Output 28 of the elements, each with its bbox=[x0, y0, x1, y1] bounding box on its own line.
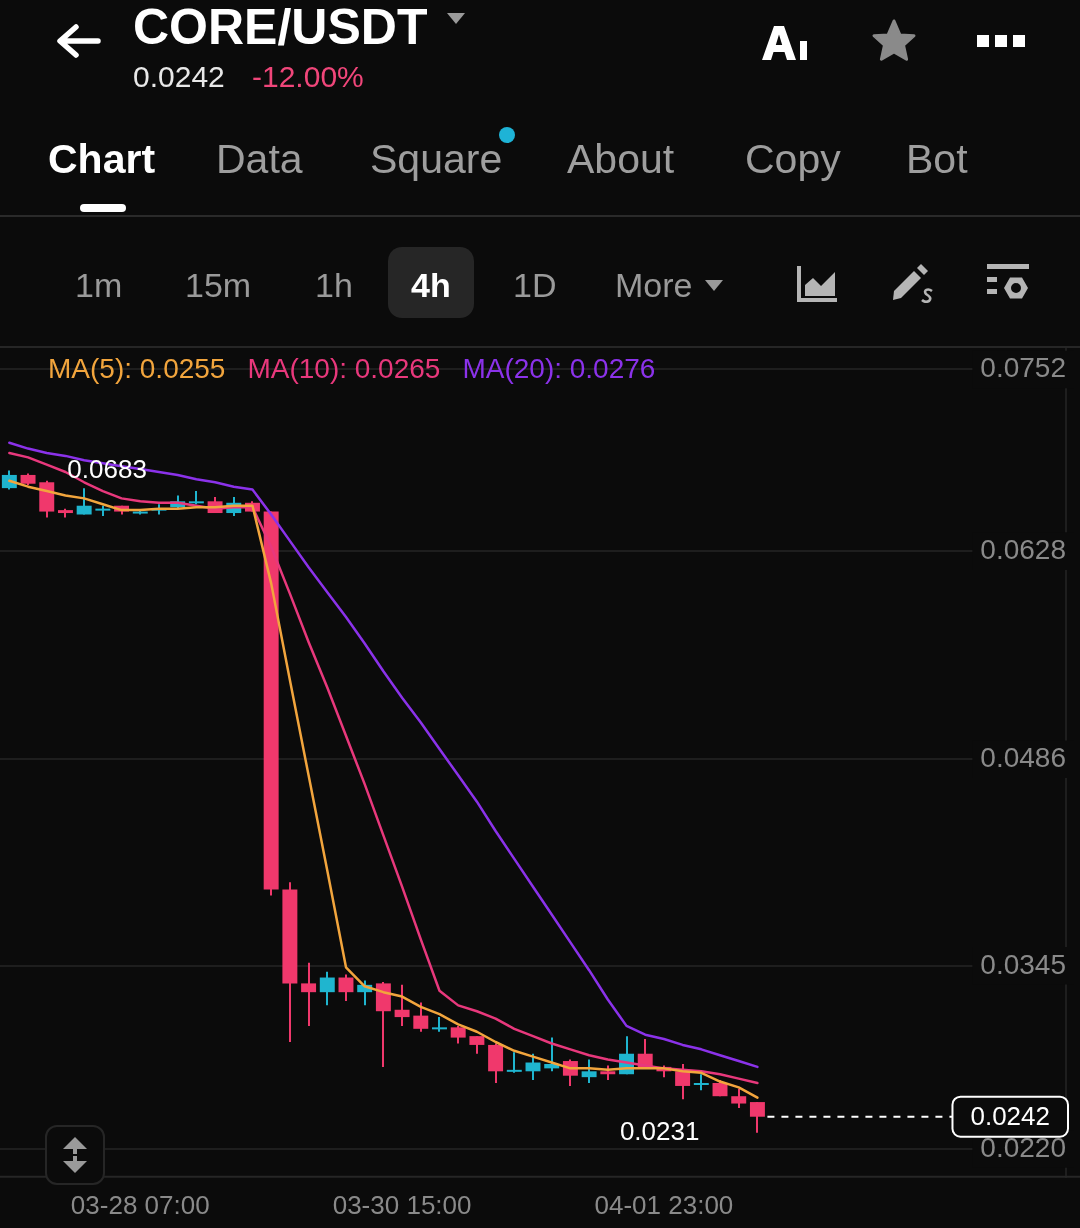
text: More bbox=[615, 265, 693, 306]
text: 4h bbox=[411, 265, 451, 306]
y-tick-label: 0.0752 bbox=[980, 352, 1066, 384]
annotation: 0.0231 bbox=[619, 1116, 700, 1147]
chart-subtitle: 0.0242 bbox=[133, 59, 225, 95]
text: MA(5): 0.0255 bbox=[48, 352, 226, 384]
text: 1h bbox=[315, 265, 353, 306]
x-tick-label: 03-30 15:00 bbox=[332, 1189, 472, 1220]
chart-title: CORE/USDT bbox=[133, 0, 428, 55]
y-tick-label: 0.0220 bbox=[980, 1131, 1066, 1163]
text: 1m bbox=[75, 265, 123, 306]
x-tick-label: 04-01 23:00 bbox=[594, 1189, 734, 1220]
text: Copy bbox=[745, 135, 841, 184]
x-tick-label: 03-28 07:00 bbox=[70, 1189, 210, 1220]
y-tick-label: 0.0345 bbox=[980, 948, 1066, 980]
text: -12.00% bbox=[252, 59, 364, 95]
text: 1D bbox=[513, 265, 557, 306]
ref-line-label: 0.0242 bbox=[970, 1100, 1050, 1131]
text: Data bbox=[216, 135, 303, 184]
y-tick-label: 0.0628 bbox=[980, 533, 1066, 565]
text: About bbox=[567, 135, 675, 184]
y-tick-label: 0.0486 bbox=[980, 741, 1066, 773]
text: MA(20): 0.0276 bbox=[462, 352, 656, 384]
text: 15m bbox=[185, 265, 252, 306]
text: Bot bbox=[906, 135, 968, 184]
text: Square bbox=[370, 135, 503, 184]
text: Chart bbox=[48, 135, 156, 184]
text: MA(10): 0.0265 bbox=[247, 352, 441, 384]
